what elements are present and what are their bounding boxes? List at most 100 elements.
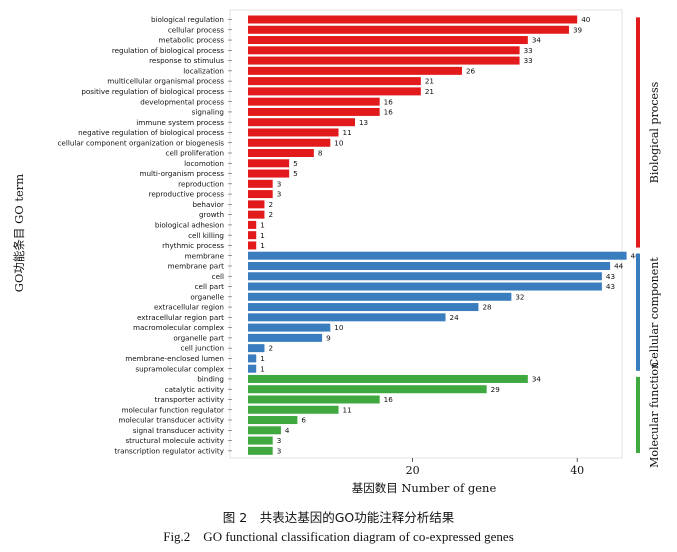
value-label-extracellular-region-part: 24	[450, 313, 460, 322]
group-label-biological-process: Biological process	[648, 81, 661, 183]
value-label-negative-regulation-of-biological-process: 11	[343, 128, 352, 137]
bar-membrane-enclosed-lumen	[248, 354, 257, 363]
category-label-cellular-process: cellular process	[168, 25, 224, 34]
x-tick-label-40: 40	[570, 464, 584, 477]
bar-organelle	[248, 292, 512, 301]
category-label-growth: growth	[199, 210, 224, 219]
category-label-membrane-enclosed-lumen: membrane-enclosed lumen	[125, 354, 224, 363]
plot-frame	[229, 9, 623, 459]
bar-metabolic-process	[248, 36, 528, 45]
value-label-organelle: 32	[515, 292, 524, 301]
value-label-developmental-process: 16	[384, 97, 394, 106]
bar-signal-transducer-activity	[248, 426, 281, 435]
value-label-supramolecular-complex: 1	[260, 364, 265, 373]
value-label-extracellular-region: 28	[482, 303, 492, 312]
value-label-cell-part: 43	[606, 282, 615, 291]
bar-membrane	[248, 251, 627, 260]
figure-caption-chinese: 图 2 共表达基因的GO功能注释分析结果	[222, 510, 455, 525]
value-label-immune-system-process: 13	[359, 118, 368, 127]
bar-extracellular-region-part	[248, 313, 446, 322]
value-label-cellular-component-organization-or-biogenesis: 10	[334, 138, 344, 147]
value-label-cellular-process: 39	[573, 25, 583, 34]
bar-molecular-function-regulator	[248, 405, 339, 414]
bar-biological-adhesion	[248, 220, 257, 229]
bar-developmental-process	[248, 97, 380, 106]
category-label-immune-system-process: immune system process	[136, 118, 224, 127]
bar-multi-organism-process	[248, 169, 290, 178]
category-label-response-to-stimulus: response to stimulus	[149, 56, 224, 65]
bar-rhythmic-process	[248, 241, 257, 250]
bar-cellular-process	[248, 25, 569, 34]
category-label-behavior: behavior	[192, 200, 224, 209]
category-label-signaling: signaling	[192, 108, 224, 117]
category-label-biological-adhesion: biological adhesion	[155, 221, 224, 230]
bar-binding	[248, 374, 528, 383]
group-label-cellular-component: Cellular component	[648, 257, 661, 367]
value-label-binding: 34	[532, 375, 542, 384]
value-label-membrane-part: 44	[614, 262, 624, 271]
category-label-cell-killing: cell killing	[188, 231, 224, 240]
category-label-cell-proliferation: cell proliferation	[166, 149, 224, 158]
category-label-reproduction: reproduction	[178, 179, 224, 188]
y-axis-title: GO功能条目 GO term	[12, 174, 26, 292]
category-label-reproductive-process: reproductive process	[149, 190, 225, 199]
category-label-negative-regulation-of-biological-process: negative regulation of biological proces…	[78, 128, 224, 137]
x-axis-title: 基因数目 Number of gene	[352, 481, 497, 495]
value-label-transporter-activity: 16	[384, 395, 394, 404]
value-label-biological-adhesion: 1	[260, 221, 265, 230]
value-label-behavior: 2	[268, 200, 273, 209]
value-label-cell-proliferation: 8	[318, 149, 323, 158]
value-label-molecular-transducer-activity: 6	[301, 416, 306, 425]
group-bracket-molecular-function	[636, 376, 640, 453]
value-label-molecular-function-regulator: 11	[343, 405, 352, 414]
bar-reproduction	[248, 179, 273, 188]
value-label-catalytic-activity: 29	[491, 385, 501, 394]
value-label-membrane: 46	[631, 251, 641, 260]
category-label-cell: cell	[212, 272, 224, 281]
value-label-reproduction: 3	[277, 179, 282, 188]
value-label-positive-regulation-of-biological-process: 21	[425, 87, 434, 96]
bar-cell-junction	[248, 344, 265, 353]
bar-catalytic-activity	[248, 385, 487, 394]
category-label-cellular-component-organization-or-biogenesis: cellular component organization or bioge…	[57, 138, 224, 147]
category-label-cell-part: cell part	[195, 282, 225, 291]
bar-molecular-transducer-activity	[248, 416, 298, 425]
category-label-extracellular-region-part: extracellular region part	[137, 313, 224, 322]
value-label-metabolic-process: 34	[532, 36, 542, 45]
value-label-reproductive-process: 3	[277, 190, 282, 199]
bar-growth	[248, 210, 265, 219]
figure-caption-english: Fig.2 GO functional classification diagr…	[163, 529, 514, 544]
category-label-supramolecular-complex: supramolecular complex	[135, 364, 224, 373]
category-label-cell-junction: cell junction	[181, 344, 224, 353]
group-bracket-cellular-component	[636, 253, 640, 371]
category-label-positive-regulation-of-biological-process: positive regulation of biological proces…	[81, 87, 224, 96]
value-label-signal-transducer-activity: 4	[285, 426, 290, 435]
plot-area: biological regulation 40 cellular process 3…	[57, 9, 661, 477]
value-label-multi-organism-process: 5	[293, 169, 298, 178]
bar-reproductive-process	[248, 190, 273, 199]
bar-localization	[248, 66, 462, 75]
value-label-structural-molecule-activity: 3	[277, 436, 282, 445]
go-bar-chart: biological regulation 40 cellular process 3…	[12, 9, 661, 495]
category-label-molecular-transducer-activity: molecular transducer activity	[118, 416, 224, 425]
category-label-binding: binding	[197, 375, 224, 384]
category-label-organelle-part: organelle part	[173, 333, 224, 342]
bar-supramolecular-complex	[248, 364, 257, 373]
bar-macromolecular-complex	[248, 323, 331, 332]
bar-extracellular-region	[248, 303, 479, 312]
value-label-locomotion: 5	[293, 159, 298, 168]
bar-regulation-of-biological-process	[248, 46, 520, 55]
value-label-regulation-of-biological-process: 33	[524, 46, 533, 55]
category-label-membrane-part: membrane part	[168, 262, 225, 271]
category-label-regulation-of-biological-process: regulation of biological process	[112, 46, 224, 55]
bar-organelle-part	[248, 333, 323, 342]
bar-signaling	[248, 107, 380, 116]
category-label-transcription-regulator-activity: transcription regulator activity	[114, 446, 224, 455]
value-label-signaling: 16	[384, 108, 394, 117]
category-label-multicellular-organismal-process: multicellular organismal process	[107, 77, 224, 86]
category-label-catalytic-activity: catalytic activity	[165, 385, 225, 394]
category-label-biological-regulation: biological regulation	[151, 15, 224, 24]
value-label-transcription-regulator-activity: 3	[277, 446, 282, 455]
bar-transcription-regulator-activity	[248, 446, 273, 455]
value-label-multicellular-organismal-process: 21	[425, 77, 434, 86]
